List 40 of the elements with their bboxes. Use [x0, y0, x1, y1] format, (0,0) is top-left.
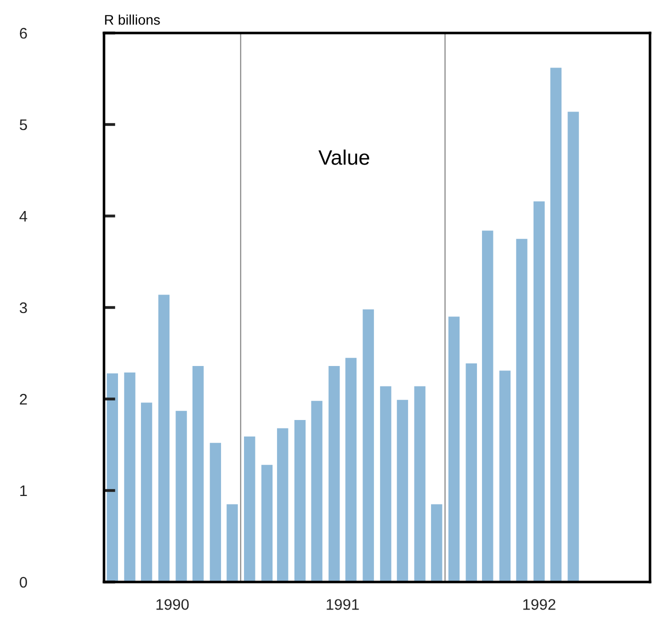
- bar: [328, 366, 340, 582]
- bar: [106, 373, 118, 582]
- y-tick-label: 4: [19, 211, 28, 222]
- y-tick-label: 2: [20, 394, 27, 405]
- bar: [158, 294, 170, 582]
- bar: [466, 363, 477, 582]
- y-tick-label: 1: [20, 486, 27, 496]
- bar: [534, 201, 545, 582]
- bar: [550, 68, 562, 582]
- y-tick-label: 6: [20, 28, 27, 39]
- bar: [516, 238, 528, 582]
- bar: [124, 372, 136, 582]
- bar: [210, 442, 222, 582]
- bar: [140, 402, 152, 582]
- bar: [192, 366, 204, 582]
- bar: [396, 400, 408, 582]
- bar: [311, 400, 322, 582]
- bar: [414, 386, 426, 582]
- x-tick-label: 1990: [156, 599, 189, 610]
- text: Value: [318, 150, 370, 165]
- y-axis-title: R billions: [105, 14, 160, 25]
- bar: [568, 112, 579, 582]
- y-tick-label: 3: [20, 302, 27, 314]
- bar: [499, 370, 511, 582]
- bar: [226, 504, 238, 582]
- x-tick-label: 1992: [523, 599, 556, 610]
- bar: [431, 504, 442, 582]
- x-tick-label: 1991: [326, 599, 359, 610]
- bar: [345, 358, 357, 582]
- bar: [448, 316, 460, 582]
- y-tick-label: 5: [20, 120, 27, 130]
- bar: [482, 230, 494, 582]
- bar: [244, 436, 256, 582]
- bar: [362, 309, 374, 582]
- bar: [380, 386, 392, 582]
- bar: [294, 420, 306, 582]
- bar: [277, 428, 288, 582]
- bar: [261, 464, 273, 582]
- y-tick-label: 0: [20, 576, 28, 588]
- bar: [176, 410, 187, 582]
